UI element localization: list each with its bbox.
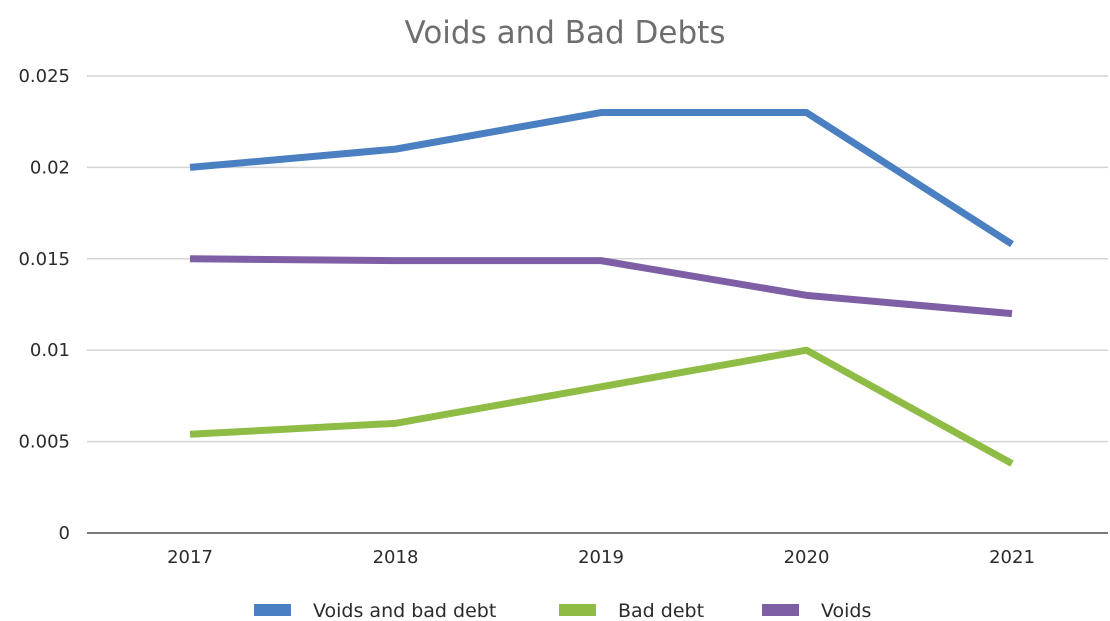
series-lines [189, 109, 1014, 467]
x-tick-label: 2018 [373, 547, 419, 568]
legend-label: Bad debt [618, 600, 704, 621]
chart-title: Voids and Bad Debts [405, 15, 726, 51]
gridlines [87, 75, 1108, 534]
y-tick-label: 0.01 [30, 340, 70, 361]
y-tick-label: 0 [59, 523, 70, 544]
legend-swatch [762, 604, 799, 616]
legend-label: Voids [821, 600, 871, 621]
x-tick-label: 2020 [784, 547, 830, 568]
x-tick-label: 2021 [989, 547, 1035, 568]
x-tick-label: 2017 [167, 547, 213, 568]
series-line-2 [189, 255, 1013, 318]
legend-swatch [559, 604, 596, 616]
x-axis-ticks: 2017 2018 2019 2020 2021 [167, 547, 1035, 568]
series-line-1 [189, 346, 1014, 467]
y-tick-label: 0.02 [30, 157, 70, 178]
legend-swatch [254, 604, 291, 616]
y-tick-label: 0.005 [18, 432, 70, 453]
y-tick-label: 0.025 [18, 66, 70, 87]
series-line-0 [189, 109, 1014, 248]
y-axis-ticks: 0 0.005 0.01 0.015 0.02 0.025 [18, 66, 70, 544]
x-tick-label: 2019 [578, 547, 624, 568]
legend-label: Voids and bad debt [313, 600, 496, 621]
y-tick-label: 0.015 [18, 249, 70, 270]
legend: Voids and bad debt Bad debt Voids [254, 600, 871, 621]
